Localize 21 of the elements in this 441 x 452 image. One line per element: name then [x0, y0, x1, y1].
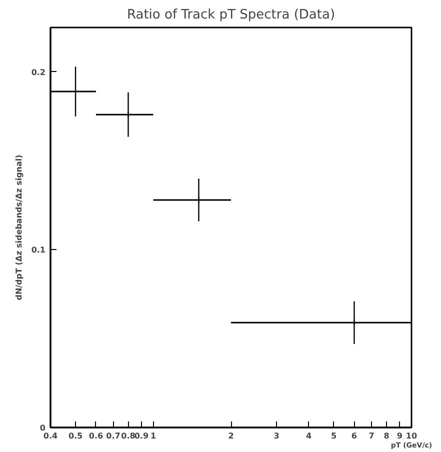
x-tick-label: 0.8	[121, 432, 136, 440]
x-tick-label: 6	[351, 432, 358, 440]
x-tick-label: 1	[150, 432, 156, 440]
chart-title: Ratio of Track pT Spectra (Data)	[126, 8, 336, 22]
x-tick-label: 0.4	[43, 432, 58, 440]
y-tick-label: 0.1	[31, 246, 46, 255]
y-tick-label: 0.2	[31, 68, 46, 77]
x-tick-label: 0.9	[134, 432, 149, 440]
y-axis-title: dN/dpT (Δz sidebands/Δz signal)	[14, 154, 24, 300]
x-tick-label: 8	[384, 432, 390, 440]
x-tick-label: 5	[330, 432, 337, 440]
x-tick-label: 0.6	[88, 432, 104, 440]
x-tick-label: 0.5	[68, 432, 84, 440]
x-tick-label: 3	[274, 432, 280, 440]
x-tick-label: 9	[396, 432, 403, 440]
x-tick-label: 0.7	[106, 432, 120, 440]
x-tick-label: 7	[368, 432, 374, 440]
x-tick-label: 10	[406, 432, 418, 440]
x-tick-label: 4	[306, 432, 312, 440]
x-tick-label: 2	[228, 432, 234, 440]
y-tick-label: 0	[40, 424, 46, 432]
